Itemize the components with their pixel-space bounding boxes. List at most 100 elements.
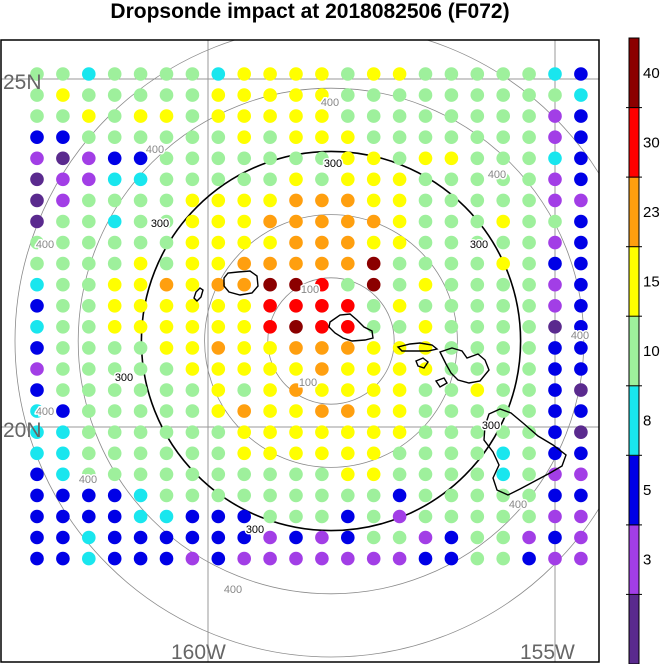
impact-dot bbox=[289, 151, 303, 166]
impact-dot bbox=[470, 467, 485, 482]
impact-dot bbox=[211, 467, 226, 482]
coast-molokai bbox=[396, 342, 439, 352]
impact-dot bbox=[237, 488, 251, 503]
impact-dot bbox=[82, 193, 96, 208]
impact-dot bbox=[237, 530, 251, 545]
impact-dot bbox=[237, 172, 251, 187]
impact-dot bbox=[107, 193, 122, 208]
ring-label-300: 300 bbox=[470, 239, 488, 251]
impact-dot bbox=[82, 320, 96, 334]
impact-dot bbox=[185, 130, 200, 144]
lon-label-160w: 160W bbox=[171, 641, 226, 664]
impact-dot bbox=[444, 193, 459, 208]
impact-dot bbox=[418, 383, 433, 397]
impact-dot bbox=[392, 67, 407, 81]
impact-dot bbox=[496, 256, 511, 271]
impact-dot bbox=[548, 551, 562, 566]
impact-dot bbox=[366, 383, 381, 397]
impact-dot bbox=[600, 531, 614, 545]
impact-dot bbox=[600, 489, 614, 503]
impact-dot bbox=[418, 425, 433, 440]
impact-dot bbox=[418, 551, 433, 566]
impact-dot bbox=[548, 362, 562, 376]
impact-dot bbox=[366, 151, 381, 166]
impact-dot bbox=[237, 109, 251, 123]
impact-dot bbox=[159, 151, 174, 166]
range-ring-400 bbox=[77, 87, 585, 595]
impact-dot bbox=[522, 67, 536, 81]
colorbar-band bbox=[629, 524, 639, 595]
impact-dot bbox=[185, 277, 200, 292]
impact-dot bbox=[263, 320, 277, 334]
impact-dot bbox=[107, 551, 122, 566]
impact-dot bbox=[56, 509, 70, 524]
impact-dot bbox=[30, 299, 44, 313]
impact-dot bbox=[289, 256, 303, 271]
impact-dot bbox=[133, 467, 148, 482]
impact-dot bbox=[237, 235, 251, 250]
impact-dot bbox=[289, 425, 303, 440]
impact-dot bbox=[470, 277, 485, 292]
impact-dot bbox=[56, 88, 70, 102]
impact-dot bbox=[366, 425, 381, 440]
impact-dot bbox=[600, 130, 614, 144]
lon-label-155w: 155W bbox=[520, 641, 575, 664]
impact-dot bbox=[263, 172, 277, 187]
impact-dot bbox=[444, 488, 459, 503]
impact-dot bbox=[82, 299, 96, 313]
impact-dot bbox=[522, 193, 536, 208]
impact-dot bbox=[30, 425, 44, 440]
impact-dot bbox=[185, 467, 200, 482]
impact-dot bbox=[263, 341, 277, 355]
impact-dot bbox=[289, 235, 303, 250]
impact-dot bbox=[289, 383, 303, 397]
impact-dot bbox=[211, 383, 226, 397]
impact-dot bbox=[496, 214, 511, 229]
impact-dot bbox=[185, 214, 200, 229]
impact-dot bbox=[341, 509, 355, 524]
impact-dot bbox=[56, 530, 70, 545]
impact-dot bbox=[341, 88, 355, 102]
impact-dot bbox=[392, 151, 407, 166]
impact-dot bbox=[496, 341, 511, 355]
impact-dot bbox=[211, 151, 226, 166]
impact-dot bbox=[600, 257, 614, 271]
impact-dot bbox=[470, 488, 485, 503]
impact-dot bbox=[418, 172, 433, 187]
map-frame bbox=[0, 39, 600, 663]
impact-dot bbox=[133, 425, 148, 440]
ring-label-300: 300 bbox=[115, 372, 133, 384]
impact-dot bbox=[496, 193, 511, 208]
range-ring-200 bbox=[204, 214, 458, 468]
impact-dot bbox=[315, 172, 329, 187]
impact-dot bbox=[392, 172, 407, 187]
impact-dot bbox=[185, 551, 200, 566]
impact-dot bbox=[444, 530, 459, 545]
impact-dot bbox=[289, 214, 303, 229]
impact-dot bbox=[444, 299, 459, 313]
colorbar-label: 8 bbox=[643, 413, 651, 430]
impact-dot bbox=[56, 172, 70, 187]
impact-dot bbox=[444, 130, 459, 144]
impact-dot bbox=[470, 341, 485, 355]
impact-dot bbox=[237, 88, 251, 102]
impact-dot bbox=[444, 362, 459, 376]
impact-dot bbox=[522, 172, 536, 187]
impact-dot bbox=[133, 320, 148, 334]
impact-dot bbox=[263, 362, 277, 376]
impact-dot bbox=[366, 88, 381, 102]
impact-dot bbox=[366, 256, 381, 271]
impact-dot bbox=[263, 299, 277, 313]
impact-dot bbox=[341, 383, 355, 397]
impact-dot bbox=[185, 404, 200, 418]
impact-dot bbox=[470, 446, 485, 461]
impact-dot bbox=[263, 404, 277, 418]
impact-dot bbox=[522, 299, 536, 313]
impact-dot bbox=[107, 67, 122, 81]
impact-dot bbox=[366, 299, 381, 313]
impact-dot bbox=[263, 109, 277, 123]
impact-dot bbox=[366, 193, 381, 208]
impact-dot bbox=[56, 67, 70, 81]
impact-dot bbox=[30, 320, 44, 334]
impact-dot bbox=[418, 299, 433, 313]
